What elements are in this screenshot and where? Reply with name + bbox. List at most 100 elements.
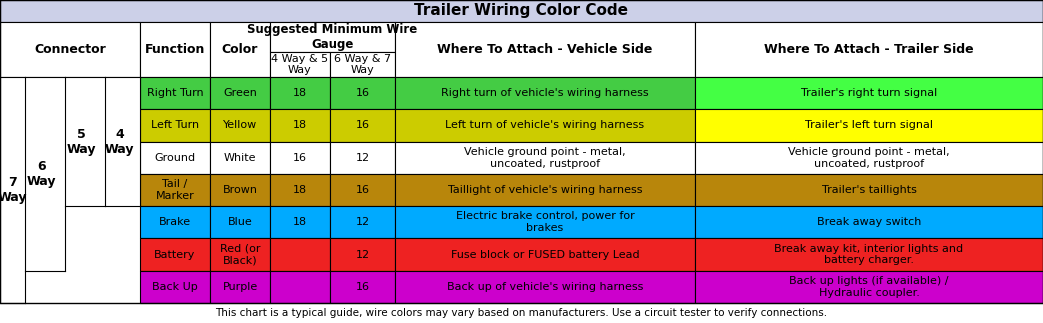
Bar: [270, 77, 330, 109]
Text: 4
Way: 4 Way: [104, 128, 135, 156]
Bar: [140, 238, 210, 271]
Text: 16: 16: [356, 185, 369, 195]
Text: White: White: [224, 153, 257, 163]
Bar: [395, 141, 695, 174]
Text: Fuse block or FUSED battery Lead: Fuse block or FUSED battery Lead: [451, 250, 639, 260]
Text: Ground: Ground: [154, 153, 196, 163]
Text: Function: Function: [145, 43, 205, 56]
Text: 16: 16: [356, 88, 369, 98]
Text: Red (or
Black): Red (or Black): [220, 244, 261, 266]
Bar: [270, 206, 330, 238]
Text: 12: 12: [356, 217, 369, 227]
Bar: [395, 77, 695, 109]
Text: Break away kit, interior lights and
battery charger.: Break away kit, interior lights and batt…: [775, 244, 964, 266]
Text: Back up of vehicle's wiring harness: Back up of vehicle's wiring harness: [446, 282, 644, 292]
Text: Purple: Purple: [222, 282, 258, 292]
Bar: [270, 271, 330, 303]
Bar: [330, 271, 395, 303]
Text: Electric brake control, power for
brakes: Electric brake control, power for brakes: [456, 212, 634, 233]
Bar: [270, 174, 330, 206]
Bar: [330, 238, 395, 271]
Text: 18: 18: [293, 185, 307, 195]
Bar: [270, 22, 395, 52]
Bar: [105, 77, 140, 206]
Text: Trailer's left turn signal: Trailer's left turn signal: [805, 120, 933, 130]
Bar: [210, 174, 270, 206]
Bar: [0, 0, 1043, 22]
Bar: [330, 206, 395, 238]
Bar: [330, 174, 395, 206]
Bar: [695, 174, 1043, 206]
Text: Trailer's taillights: Trailer's taillights: [822, 185, 917, 195]
Bar: [210, 22, 270, 77]
Bar: [395, 174, 695, 206]
Text: Left Turn: Left Turn: [151, 120, 199, 130]
Text: 7
Way: 7 Way: [0, 176, 27, 204]
Text: 12: 12: [356, 250, 369, 260]
Text: Right Turn: Right Turn: [147, 88, 203, 98]
Bar: [395, 238, 695, 271]
Text: Trailer's right turn signal: Trailer's right turn signal: [801, 88, 937, 98]
Bar: [330, 52, 395, 77]
Text: Right turn of vehicle's wiring harness: Right turn of vehicle's wiring harness: [441, 88, 649, 98]
Bar: [0, 22, 140, 77]
Bar: [695, 141, 1043, 174]
Text: Left turn of vehicle's wiring harness: Left turn of vehicle's wiring harness: [445, 120, 645, 130]
Text: 18: 18: [293, 217, 307, 227]
Text: Vehicle ground point - metal,
uncoated, rustproof: Vehicle ground point - metal, uncoated, …: [789, 147, 950, 169]
Text: 12: 12: [356, 153, 369, 163]
Text: 6 Way & 7
Way: 6 Way & 7 Way: [334, 54, 391, 75]
Bar: [695, 77, 1043, 109]
Bar: [270, 238, 330, 271]
Text: 18: 18: [293, 120, 307, 130]
Text: 16: 16: [356, 120, 369, 130]
Bar: [210, 206, 270, 238]
Text: Back up lights (if available) /
Hydraulic coupler.: Back up lights (if available) / Hydrauli…: [790, 276, 949, 298]
Bar: [270, 109, 330, 141]
Text: Color: Color: [222, 43, 259, 56]
Text: Where To Attach - Trailer Side: Where To Attach - Trailer Side: [765, 43, 974, 56]
Bar: [25, 77, 65, 271]
Text: Brake: Brake: [159, 217, 191, 227]
Bar: [210, 238, 270, 271]
Bar: [140, 141, 210, 174]
Text: Tail /
Marker: Tail / Marker: [155, 179, 194, 201]
Text: Yellow: Yellow: [223, 120, 258, 130]
Bar: [395, 109, 695, 141]
Bar: [210, 109, 270, 141]
Text: Connector: Connector: [34, 43, 106, 56]
Text: Brown: Brown: [222, 185, 258, 195]
Text: 16: 16: [293, 153, 307, 163]
Text: 5
Way: 5 Way: [67, 128, 96, 156]
Bar: [140, 77, 210, 109]
Bar: [140, 174, 210, 206]
Bar: [210, 141, 270, 174]
Text: Blue: Blue: [227, 217, 252, 227]
Bar: [395, 271, 695, 303]
Text: Where To Attach - Vehicle Side: Where To Attach - Vehicle Side: [437, 43, 653, 56]
Bar: [270, 141, 330, 174]
Text: 16: 16: [356, 282, 369, 292]
Bar: [65, 77, 105, 206]
Text: 18: 18: [293, 88, 307, 98]
Bar: [695, 238, 1043, 271]
Text: 6
Way: 6 Way: [27, 160, 56, 188]
Text: Suggested Minimum Wire
Gauge: Suggested Minimum Wire Gauge: [247, 23, 417, 51]
Bar: [330, 141, 395, 174]
Bar: [330, 109, 395, 141]
Bar: [695, 22, 1043, 77]
Text: Back Up: Back Up: [152, 282, 198, 292]
Bar: [695, 109, 1043, 141]
Bar: [140, 206, 210, 238]
Text: This chart is a typical guide, wire colors may vary based on manufacturers. Use : This chart is a typical guide, wire colo…: [216, 308, 827, 318]
Text: Vehicle ground point - metal,
uncoated, rustproof: Vehicle ground point - metal, uncoated, …: [464, 147, 626, 169]
Bar: [270, 52, 330, 77]
Text: Green: Green: [223, 88, 257, 98]
Bar: [330, 77, 395, 109]
Text: Taillight of vehicle's wiring harness: Taillight of vehicle's wiring harness: [447, 185, 642, 195]
Bar: [210, 271, 270, 303]
Bar: [395, 206, 695, 238]
Bar: [0, 77, 25, 303]
Bar: [140, 109, 210, 141]
Text: 4 Way & 5
Way: 4 Way & 5 Way: [271, 54, 329, 75]
